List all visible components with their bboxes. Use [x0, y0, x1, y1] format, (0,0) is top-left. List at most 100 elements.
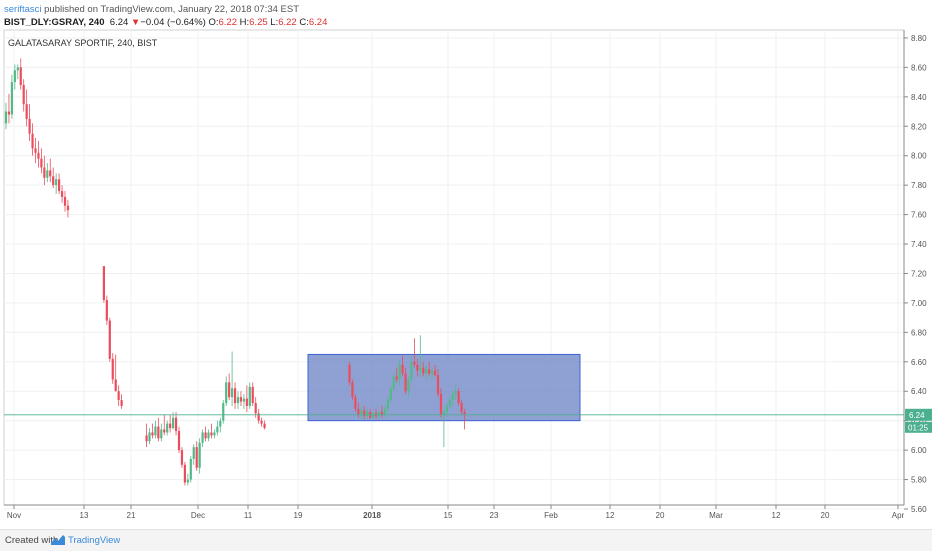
candle-body: [425, 369, 428, 374]
price-axis[interactable]: 8.80 8.60 8.40 8.20 8.00 7.80 7.60 7.40 7.20 7.00…: [903, 30, 932, 514]
candle-body: [66, 205, 70, 211]
plot-area: [3, 29, 905, 506]
candle-body: [404, 373, 407, 392]
tradingview-logo-icon: [50, 534, 66, 549]
candle-body: [401, 364, 404, 374]
time-axis[interactable]: Nov 13 21 Dec 11 19 2018 15 23 Feb 12 20 Mar 12 20 Apr: [4, 504, 905, 520]
candle-body: [207, 432, 210, 439]
y-tick-label: 7.00: [911, 299, 927, 308]
x-tick-label: 23: [490, 511, 499, 520]
candle-body: [363, 410, 366, 417]
last-price-tag: [905, 408, 932, 421]
candle-body: [40, 158, 43, 168]
candle-body: [242, 398, 245, 402]
candle-body: [454, 391, 457, 395]
x-tick-label: Nov: [7, 511, 21, 520]
candle-body: [52, 176, 55, 186]
candle-body: [111, 358, 114, 380]
candle-body: [245, 398, 248, 406]
candle-body: [442, 411, 445, 415]
y-tick-label: 6.20: [911, 417, 927, 426]
candle-body: [46, 170, 49, 178]
candle-body: [248, 386, 251, 406]
candle-body: [174, 417, 178, 431]
candle-body: [148, 432, 151, 442]
chart-title: GALATASARAY SPORTIF, 240, BIST: [8, 38, 158, 48]
candle-body: [37, 152, 40, 159]
candle-body: [120, 400, 123, 406]
candle-body: [183, 464, 186, 483]
y-tick-label: 6.40: [911, 387, 927, 396]
x-tick-label: 13: [80, 511, 89, 520]
tradingview-link[interactable]: TradingView: [68, 535, 121, 546]
author-link[interactable]: seriftasci: [4, 4, 42, 15]
y-tick-label: 8.20: [911, 122, 927, 131]
y-tick-label: 7.40: [911, 240, 927, 249]
y-tick-label: 7.80: [911, 181, 927, 190]
candle-body: [372, 413, 375, 418]
candle-body: [16, 67, 19, 71]
x-tick-label: Apr: [892, 511, 905, 520]
candle-body: [163, 429, 166, 433]
y-tick-label: 6.00: [911, 446, 927, 455]
x-tick-label: Feb: [544, 511, 558, 520]
candle-body: [463, 411, 466, 415]
x-tick-label: 21: [127, 511, 136, 520]
low-label: L:: [270, 17, 279, 28]
candle-body: [180, 450, 184, 465]
candle-body: [263, 423, 266, 429]
candle-body: [260, 420, 263, 424]
candle-body: [117, 391, 120, 401]
candle-body: [445, 405, 448, 412]
price-chart[interactable]: GALATASARAY SPORTIF, 240, BIST 8.808.608…: [0, 27, 932, 529]
last-price: 6.24: [109, 17, 129, 28]
candle-body: [13, 70, 16, 83]
candle-body: [228, 382, 231, 398]
y-tick-label: 5.60: [911, 505, 927, 514]
y-tick-label: 8.40: [911, 93, 927, 102]
candle-body: [422, 367, 425, 374]
candle-body: [431, 370, 434, 374]
candle-body: [157, 426, 160, 439]
x-tick-label: 2018: [363, 511, 381, 520]
candle-body: [386, 400, 389, 409]
candle-body: [25, 104, 28, 119]
candle-body: [60, 191, 64, 197]
candle-body: [257, 413, 260, 421]
x-tick-label: 19: [294, 511, 303, 520]
symbol-label[interactable]: BIST_DLY:GSRAY, 240: [4, 17, 105, 28]
candle-body: [219, 420, 222, 427]
y-tick-label: 7.60: [911, 211, 927, 220]
candle-body: [28, 118, 31, 134]
open-value: 6.22: [218, 17, 238, 28]
candle-body: [210, 432, 213, 436]
candle-body: [410, 361, 413, 380]
candle-body: [231, 388, 234, 398]
price-change: −0.04 (−0.64%): [140, 17, 206, 28]
candle-body: [357, 408, 360, 415]
candle-body: [201, 432, 204, 443]
candle-body: [10, 82, 13, 115]
candle-body: [354, 397, 357, 409]
candle-body: [7, 111, 11, 115]
candle-body: [192, 447, 195, 459]
candle-body: [213, 432, 216, 436]
candle-body: [102, 266, 105, 300]
published-text: published on TradingView.com, January 22…: [44, 4, 300, 15]
change-down-icon: ▼: [130, 17, 141, 28]
candle-body: [389, 388, 392, 401]
y-tick-label: 6.60: [911, 358, 927, 367]
candle-body: [460, 403, 463, 412]
candle-body: [22, 85, 25, 105]
candle-body: [398, 364, 401, 380]
candle-body: [383, 408, 386, 415]
candle-body: [416, 364, 419, 371]
candle-body: [407, 379, 410, 392]
candle-body: [151, 432, 154, 436]
candle-body: [419, 367, 422, 371]
x-tick-label: 11: [244, 511, 253, 520]
candle-body: [108, 320, 111, 359]
x-tick-label: 12: [772, 511, 781, 520]
low-value: 6.22: [278, 17, 297, 28]
candle-body: [380, 411, 384, 415]
